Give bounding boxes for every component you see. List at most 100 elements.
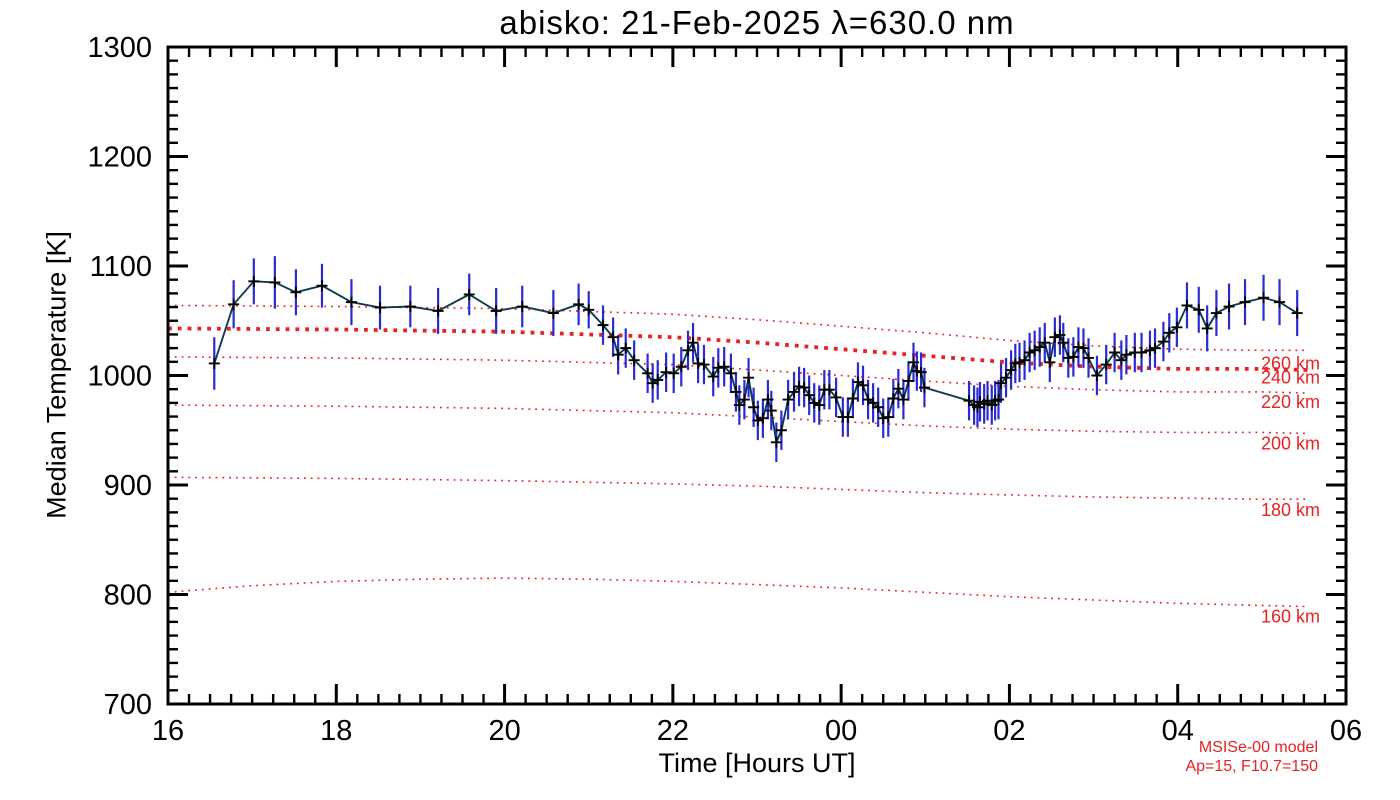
x-tick-label: 04 bbox=[1162, 715, 1194, 747]
data-point-marker bbox=[573, 298, 585, 310]
data-point-marker bbox=[1274, 296, 1286, 308]
data-point-marker bbox=[1163, 327, 1175, 339]
data-point-marker bbox=[516, 301, 528, 313]
data-point-marker bbox=[1019, 354, 1031, 366]
data-point-marker bbox=[668, 367, 680, 379]
data-point-marker bbox=[432, 305, 444, 317]
data-point-marker bbox=[707, 371, 719, 383]
data-point-marker bbox=[1223, 301, 1235, 313]
y-tick-label: 900 bbox=[104, 470, 152, 502]
data-point-marker bbox=[1067, 351, 1079, 363]
data-point-marker bbox=[660, 366, 672, 378]
data-point-marker bbox=[597, 319, 609, 331]
data-point-marker bbox=[803, 389, 815, 401]
data-point-marker bbox=[1144, 344, 1156, 356]
data-point-marker bbox=[1077, 342, 1089, 354]
y-tick-label: 1200 bbox=[87, 142, 152, 174]
data-markers bbox=[208, 275, 1303, 448]
data-point-marker bbox=[765, 405, 777, 417]
data-point-marker bbox=[1062, 352, 1074, 364]
y-tick-label: 1100 bbox=[90, 251, 152, 283]
data-point-marker bbox=[607, 331, 619, 343]
axes bbox=[166, 45, 1348, 706]
data-point-marker bbox=[1044, 356, 1056, 368]
y-tick-label: 800 bbox=[104, 580, 152, 612]
y-tick-label: 1300 bbox=[87, 32, 152, 64]
data-point-marker bbox=[1239, 296, 1251, 308]
data-point-marker bbox=[897, 394, 909, 406]
data-point-marker bbox=[743, 372, 755, 384]
data-point-marker bbox=[1157, 336, 1169, 348]
data-point-marker bbox=[345, 296, 357, 308]
data-point-marker bbox=[971, 401, 983, 413]
data-point-marker bbox=[857, 379, 869, 391]
data-point-marker bbox=[404, 301, 416, 313]
data-point-marker bbox=[798, 382, 810, 394]
data-point-marker bbox=[847, 392, 859, 404]
data-point-marker bbox=[908, 356, 920, 368]
data-point-marker bbox=[842, 411, 854, 423]
data-point-marker bbox=[316, 280, 328, 292]
data-point-marker bbox=[1210, 307, 1222, 319]
model-line-200-km bbox=[167, 404, 1309, 435]
msis-model-params: Ap=15, F10.7=150 bbox=[1185, 758, 1318, 775]
data-point-marker bbox=[872, 401, 884, 413]
data-point-marker bbox=[620, 342, 632, 354]
data-point-marker bbox=[687, 337, 699, 349]
data-point-marker bbox=[675, 361, 687, 373]
data-point-marker bbox=[1291, 307, 1303, 319]
model-line-label: 160 km bbox=[1261, 606, 1320, 626]
data-point-marker bbox=[992, 394, 1004, 406]
data-point-marker bbox=[730, 386, 742, 398]
data-point-marker bbox=[547, 307, 559, 319]
data-point-marker bbox=[770, 436, 782, 448]
data-point-marker bbox=[1258, 292, 1270, 304]
model-line-label: 220 km bbox=[1261, 392, 1320, 412]
model-line-180-km bbox=[167, 476, 1309, 500]
y-tick-label: 1000 bbox=[87, 361, 152, 393]
data-point-marker bbox=[1054, 329, 1066, 341]
data-point-marker bbox=[1109, 347, 1121, 359]
data-point-marker bbox=[248, 275, 260, 287]
data-point-marker bbox=[612, 349, 624, 361]
data-point-marker bbox=[738, 394, 750, 406]
msis-model-annotation: MSISe-00 model Ap=15, F10.7=150 bbox=[1185, 738, 1318, 776]
data-point-marker bbox=[995, 377, 1007, 389]
data-point-marker bbox=[892, 383, 904, 395]
data-point-marker bbox=[1024, 347, 1036, 359]
data-point-marker bbox=[1000, 372, 1012, 384]
data-point-marker bbox=[652, 374, 664, 386]
data-point-marker bbox=[1039, 337, 1051, 349]
data-point-marker bbox=[877, 412, 889, 424]
data-point-marker bbox=[1149, 342, 1161, 354]
model-line-260-km bbox=[167, 304, 1309, 352]
data-point-marker bbox=[748, 401, 760, 413]
data-point-marker bbox=[1083, 352, 1095, 364]
data-point-marker bbox=[463, 288, 475, 300]
x-tick-label: 02 bbox=[993, 715, 1025, 747]
data-point-marker bbox=[698, 359, 710, 371]
data-point-marker bbox=[725, 367, 737, 379]
data-point-marker bbox=[733, 399, 745, 411]
data-point-marker bbox=[682, 344, 694, 356]
data-point-marker bbox=[1014, 356, 1026, 368]
x-axis-title: Time [Hours UT] bbox=[658, 748, 856, 778]
y-tick-label: 700 bbox=[104, 689, 152, 721]
data-point-marker bbox=[1005, 364, 1017, 376]
data-point-marker bbox=[1100, 359, 1112, 371]
data-point-marker bbox=[752, 414, 764, 426]
data-point-marker bbox=[208, 357, 220, 369]
x-tick-label: 22 bbox=[657, 715, 689, 747]
data-point-marker bbox=[1115, 354, 1127, 366]
x-tick-label: 20 bbox=[488, 715, 520, 747]
data-point-marker bbox=[1049, 331, 1061, 343]
data-point-marker bbox=[1091, 370, 1103, 381]
model-line-label: 240 km bbox=[1261, 368, 1320, 388]
data-point-marker bbox=[712, 362, 724, 374]
data-point-marker bbox=[228, 298, 240, 310]
chart-title: abisko: 21-Feb-2025 λ=630.0 nm bbox=[499, 4, 1015, 41]
data-point-marker bbox=[782, 394, 794, 406]
model-line-160-km bbox=[167, 577, 1309, 608]
